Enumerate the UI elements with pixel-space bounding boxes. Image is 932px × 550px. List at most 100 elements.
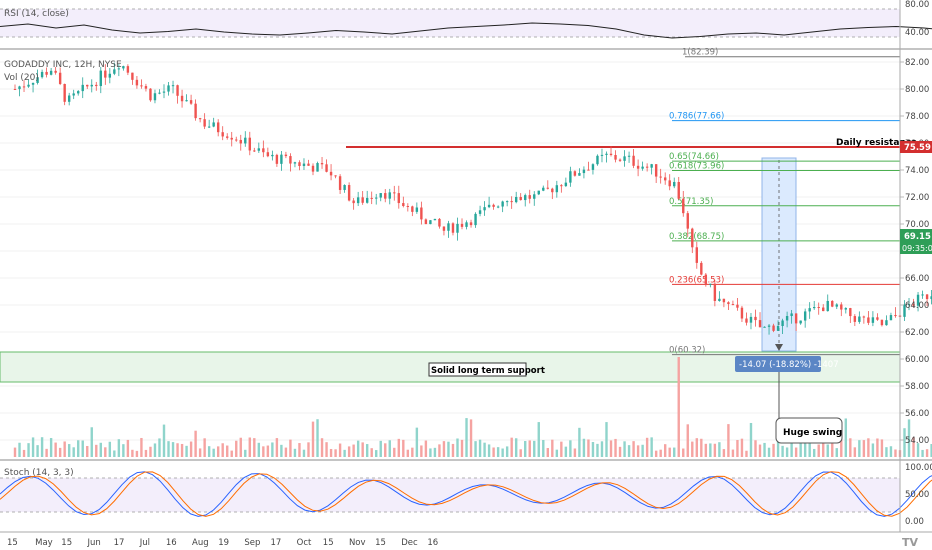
volume-bar	[442, 441, 446, 457]
volume-bar	[505, 446, 509, 457]
candle-body	[831, 300, 834, 307]
candle-body	[40, 71, 44, 78]
candle-body	[433, 218, 437, 221]
candle-body	[835, 304, 838, 307]
volume-bar	[226, 445, 229, 457]
candle-body	[555, 185, 559, 193]
time-tick-label: 15	[61, 538, 72, 548]
candle-body	[591, 164, 595, 170]
candle-body	[271, 154, 274, 157]
stoch-tick-label: 0.00	[905, 517, 924, 527]
volume-bar	[45, 448, 48, 457]
volume-bar	[365, 444, 369, 457]
candle-body	[772, 325, 775, 331]
candle-body	[627, 155, 631, 157]
volume-bar	[465, 418, 468, 457]
candle-body	[885, 320, 888, 326]
volume-bar	[379, 440, 382, 457]
volume-bar	[429, 448, 432, 457]
volume-bar	[767, 447, 771, 457]
candle-body	[320, 163, 324, 165]
volume-bar	[871, 443, 875, 457]
volume-bar	[501, 448, 504, 457]
volume-bar	[835, 448, 838, 457]
candle-body	[135, 79, 139, 86]
volume-bar	[758, 444, 762, 457]
rsi-tick-label: 40.00	[905, 28, 929, 38]
candle-body	[402, 203, 405, 206]
candle-body	[49, 70, 53, 75]
volume-bar	[478, 439, 482, 457]
volume-bar	[122, 444, 125, 457]
volume-bar	[673, 447, 676, 457]
candle-body	[447, 223, 450, 231]
volume-bar	[18, 442, 21, 457]
volume-bar	[907, 419, 911, 457]
volume-bar	[280, 444, 283, 457]
volume-bar	[456, 438, 459, 457]
candle-body	[880, 319, 884, 326]
candle-body	[505, 201, 509, 203]
volume-bar	[420, 445, 423, 457]
candle-body	[817, 306, 820, 308]
volume-bar	[727, 424, 730, 457]
volume-bar	[469, 419, 473, 457]
candle-body	[280, 154, 283, 164]
candle-body	[925, 294, 929, 300]
candle-body	[352, 200, 355, 204]
candle-body	[420, 207, 423, 220]
candle-body	[226, 136, 229, 138]
candle-body	[460, 223, 464, 227]
candle-body	[140, 85, 143, 87]
time-tick-label: Sep	[244, 538, 260, 548]
volume-bar	[578, 427, 581, 457]
volume-bar	[524, 441, 527, 457]
candle-body	[104, 70, 107, 78]
stoch-k-line	[0, 471, 932, 517]
volume-bar	[167, 441, 170, 457]
candle-body	[248, 137, 251, 151]
candle-body	[921, 294, 924, 296]
price-axis: 82.0080.0078.0076.0074.0072.0070.0068.00…	[899, 0, 932, 532]
volume-bar	[537, 422, 540, 457]
candle-body	[31, 82, 35, 85]
candle-body	[903, 304, 906, 317]
last-price-tag	[900, 229, 932, 254]
candle-body	[77, 91, 80, 94]
candle-body	[397, 193, 400, 204]
candle-body	[785, 316, 789, 321]
volume-bar	[803, 440, 807, 457]
volume-bar	[370, 448, 373, 457]
candle-body	[126, 66, 130, 73]
volume-bar	[212, 448, 215, 457]
candle-body	[776, 326, 780, 331]
candle-body	[822, 307, 825, 312]
candle-body	[605, 153, 608, 155]
volume-bar	[13, 447, 17, 457]
support-label-box	[428, 362, 527, 377]
volume-bar	[885, 447, 888, 457]
volume-bar	[519, 449, 522, 457]
candle-body	[614, 154, 617, 160]
candle-body	[668, 180, 671, 187]
candle-body	[72, 93, 75, 96]
candle-body	[456, 223, 459, 233]
time-tick-label: Aug	[192, 538, 209, 548]
volume-bar	[618, 446, 622, 457]
volume-bar	[776, 438, 780, 457]
volume-bar	[709, 443, 712, 457]
candle-body	[302, 163, 306, 167]
candle-body	[528, 195, 531, 199]
price-tick-label: 60.00	[905, 355, 929, 365]
candle-body	[22, 86, 26, 88]
volume-bar	[533, 440, 536, 457]
volume-bar	[131, 449, 134, 457]
candle-body	[849, 308, 852, 317]
volume-bar	[325, 442, 328, 457]
volume-bar	[194, 430, 197, 457]
volume-bar	[104, 447, 107, 457]
time-tick-label: 15	[323, 538, 334, 548]
time-tick-label: 17	[271, 538, 282, 548]
volume-bar	[840, 439, 843, 457]
